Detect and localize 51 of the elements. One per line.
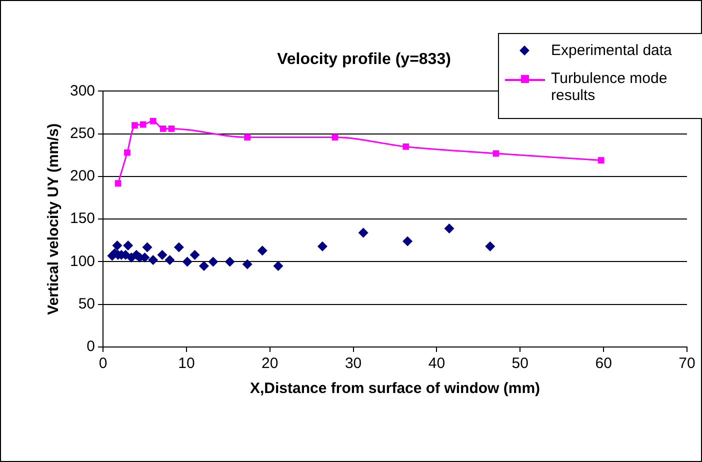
point xyxy=(157,250,168,260)
point xyxy=(244,134,251,140)
point xyxy=(142,242,152,252)
point xyxy=(150,118,156,124)
point xyxy=(190,250,200,260)
y-tick-label: 200 xyxy=(70,168,96,185)
chart-title: Velocity profile (y=833) xyxy=(277,51,451,68)
y-tick-label: 150 xyxy=(70,210,96,228)
x-tick-label: 60 xyxy=(595,355,612,372)
point xyxy=(257,246,268,256)
legend-label: Turbulence mode results xyxy=(551,70,668,104)
point xyxy=(198,260,209,271)
point xyxy=(444,223,454,234)
point xyxy=(224,256,235,267)
point xyxy=(358,228,368,238)
x-tick-label: 50 xyxy=(512,355,528,372)
point xyxy=(123,240,134,251)
point xyxy=(402,143,410,150)
x-axis-title: X,Distance from surface of window (mm) xyxy=(250,380,540,398)
x-tick-label: 10 xyxy=(178,355,195,372)
y-tick-label: 100 xyxy=(70,252,96,270)
y-tick-label: 300 xyxy=(70,82,96,100)
y-tick-label: 50 xyxy=(78,296,96,313)
x-tick-label: 20 xyxy=(262,355,278,372)
point xyxy=(273,260,284,271)
point xyxy=(160,126,166,132)
point xyxy=(132,122,138,128)
point xyxy=(485,241,496,252)
point xyxy=(208,256,218,267)
point xyxy=(168,126,175,132)
x-tick-label: 0 xyxy=(98,355,108,372)
point xyxy=(114,180,122,186)
point xyxy=(402,236,413,246)
point xyxy=(140,121,146,128)
legend-label: Experimental data xyxy=(551,42,673,59)
x-tick-label: 30 xyxy=(344,355,362,372)
x-tick-label: 70 xyxy=(678,355,696,372)
point xyxy=(112,240,122,251)
y-axis-title: Vertical velocity UY (mm/s) xyxy=(45,123,62,315)
point xyxy=(124,149,130,156)
point xyxy=(317,241,328,252)
point xyxy=(332,134,338,140)
point xyxy=(164,255,175,266)
x-tick-label: 40 xyxy=(428,355,446,372)
point xyxy=(182,256,192,267)
point xyxy=(242,259,252,270)
y-tick-label: 250 xyxy=(70,124,96,142)
point xyxy=(174,242,184,252)
point xyxy=(148,255,158,266)
point xyxy=(598,157,604,164)
y-tick-label: 0 xyxy=(86,338,96,356)
